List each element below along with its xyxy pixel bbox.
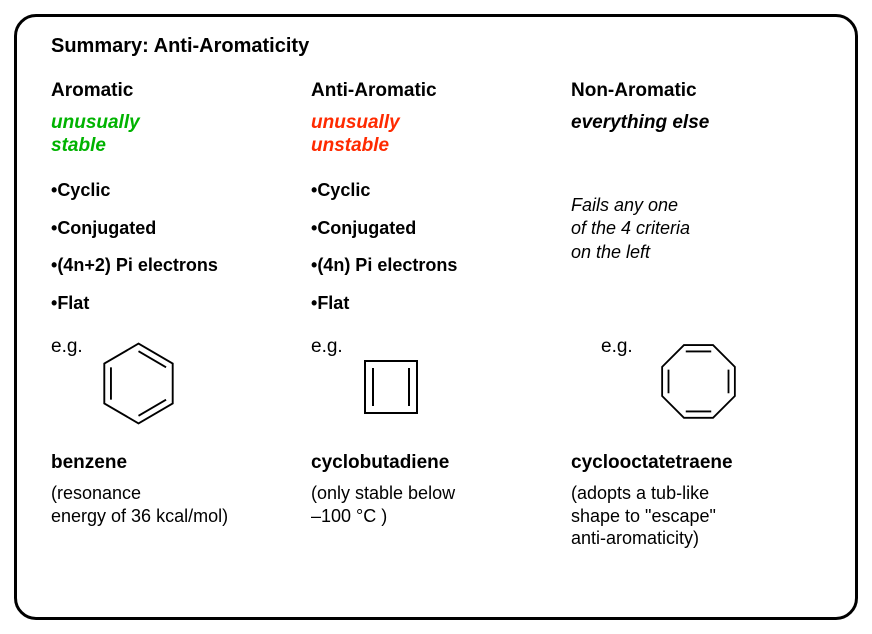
eg-label-aromatic: e.g. <box>51 336 83 358</box>
heading-aromatic: Aromatic <box>51 80 311 102</box>
benzene-icon <box>91 336 186 431</box>
columns: Aromatic unusually stable •Cyclic •Conju… <box>51 80 825 550</box>
criteria-anti: •Cyclic •Conjugated •(4n) Pi electrons •… <box>311 180 571 330</box>
crit-anti-1: •Conjugated <box>311 218 571 240</box>
molname-anti: cyclobutadiene <box>311 452 571 474</box>
molname-non: cyclooctatetraene <box>571 452 825 474</box>
example-anti: e.g. <box>311 336 571 446</box>
subhead-aromatic-l2: stable <box>51 135 106 156</box>
subhead-anti-l1: unusually <box>311 112 400 133</box>
criteria-non: Fails any oneof the 4 criteriaon the lef… <box>571 180 825 330</box>
column-anti: Anti-Aromatic unusually unstable •Cyclic… <box>311 80 571 550</box>
crit-aromatic-2: •(4n+2) Pi electrons <box>51 255 311 277</box>
crit-anti-3: •Flat <box>311 293 571 315</box>
fails-text: Fails any oneof the 4 criteriaon the lef… <box>571 194 825 264</box>
cyclooctatetraene-icon <box>641 336 756 436</box>
summary-title: Summary: Anti-Aromaticity <box>51 35 825 58</box>
crit-anti-0: •Cyclic <box>311 180 571 202</box>
eg-label-non: e.g. <box>601 336 633 358</box>
subhead-aromatic-l1: unusually <box>51 112 140 133</box>
subhead-aromatic: unusually stable <box>51 112 311 158</box>
example-non: e.g. <box>601 336 825 446</box>
subhead-non: everything else <box>571 112 825 158</box>
eg-label-anti: e.g. <box>311 336 343 358</box>
heading-non: Non-Aromatic <box>571 80 825 102</box>
crit-aromatic-0: •Cyclic <box>51 180 311 202</box>
heading-anti: Anti-Aromatic <box>311 80 571 102</box>
crit-aromatic-1: •Conjugated <box>51 218 311 240</box>
molnote-non: (adopts a tub-likeshape to "escape"anti-… <box>571 482 825 550</box>
summary-frame: Summary: Anti-Aromaticity Aromatic unusu… <box>14 14 858 620</box>
crit-aromatic-3: •Flat <box>51 293 311 315</box>
subhead-anti-l2: unstable <box>311 135 389 156</box>
molname-aromatic: benzene <box>51 452 311 474</box>
molnote-anti: (only stable below–100 °C ) <box>311 482 571 527</box>
molnote-aromatic: (resonanceenergy of 36 kcal/mol) <box>51 482 311 527</box>
example-aromatic: e.g. <box>51 336 311 446</box>
column-aromatic: Aromatic unusually stable •Cyclic •Conju… <box>51 80 311 550</box>
crit-anti-2: •(4n) Pi electrons <box>311 255 571 277</box>
column-non: Non-Aromatic everything else Fails any o… <box>571 80 825 550</box>
criteria-aromatic: •Cyclic •Conjugated •(4n+2) Pi electrons… <box>51 180 311 330</box>
subhead-anti: unusually unstable <box>311 112 571 158</box>
cyclobutadiene-icon <box>351 336 431 431</box>
